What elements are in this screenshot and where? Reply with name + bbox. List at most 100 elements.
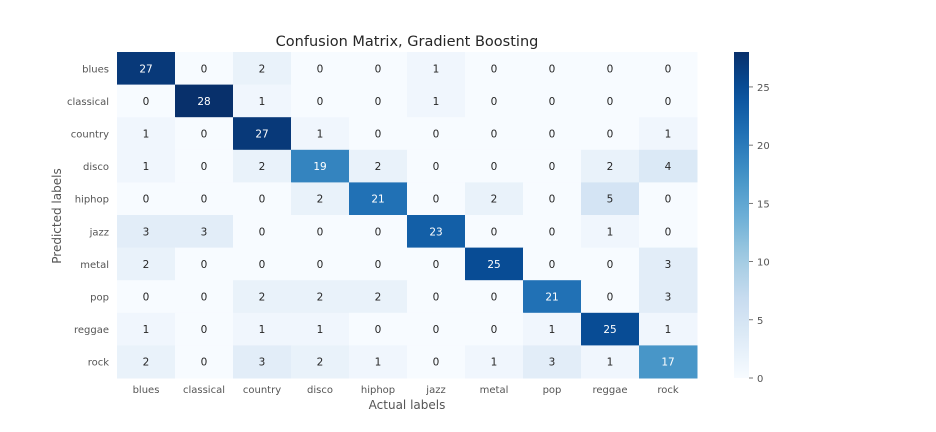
heatmap-cell: [581, 280, 640, 314]
cell-value-label: 21: [371, 194, 384, 206]
cell-value-label: 2: [317, 194, 324, 206]
heatmap-cell: [291, 182, 350, 216]
colorbar-tick-label: 0: [757, 374, 763, 385]
cell-value-label: 1: [665, 324, 672, 336]
heatmap-cell: [581, 312, 640, 346]
y-tick-label: country: [71, 130, 109, 141]
x-tick-label: rock: [657, 385, 679, 396]
colorbar-tick-label: 15: [757, 199, 770, 210]
heatmap-cell: [465, 247, 524, 281]
heatmap-cell: [465, 280, 524, 314]
heatmap-cell: [581, 84, 640, 118]
heatmap-cell: [639, 312, 698, 346]
heatmap-cell: [117, 84, 176, 118]
cell-value-label: 2: [317, 292, 324, 304]
y-tick-label: metal: [80, 260, 109, 271]
heatmap-cell: [233, 280, 292, 314]
heatmap-cell: [639, 182, 698, 216]
heatmap-cell: [639, 345, 698, 379]
cell-value-label: 1: [317, 129, 324, 141]
heatmap-cell: [117, 182, 176, 216]
x-tick-label: classical: [183, 385, 225, 396]
cell-value-label: 0: [201, 324, 208, 336]
cell-value-label: 0: [375, 259, 382, 271]
heatmap-cell: [523, 117, 582, 151]
heatmap-cell: [175, 117, 234, 151]
cell-value-label: 3: [549, 357, 556, 369]
cell-value-label: 0: [607, 129, 614, 141]
y-tick-label: blues: [82, 64, 109, 75]
cell-value-label: 0: [433, 357, 440, 369]
cell-value-label: 0: [143, 194, 150, 206]
cell-value-label: 1: [549, 324, 556, 336]
heatmap-cell: [233, 149, 292, 183]
cell-value-label: 1: [143, 161, 150, 173]
cell-value-label: 0: [375, 63, 382, 75]
y-axis-tick-labels: blues classical country disco hiphop jazz meta…: [67, 64, 109, 368]
y-tick-label: classical: [67, 97, 109, 108]
cell-value-label: 0: [317, 63, 324, 75]
cell-value-label: 21: [545, 292, 558, 304]
cell-value-label: 3: [259, 357, 266, 369]
heatmap-cell: [349, 149, 408, 183]
cell-value-label: 0: [491, 226, 498, 238]
y-tick-label: reggae: [74, 325, 109, 336]
cell-value-label: 2: [375, 292, 382, 304]
cell-value-label: 1: [665, 129, 672, 141]
cell-value-label: 0: [259, 259, 266, 271]
heatmap-cell: [117, 280, 176, 314]
cell-value-label: 0: [607, 63, 614, 75]
heatmap-cell: [407, 182, 466, 216]
cell-value-label: 25: [603, 324, 616, 336]
heatmap-cell: [639, 149, 698, 183]
heatmap-cell: [117, 247, 176, 281]
heatmap-cell: [291, 52, 350, 86]
cell-value-label: 1: [317, 324, 324, 336]
heatmap-cell: [117, 117, 176, 151]
heatmap-cell: [581, 117, 640, 151]
heatmap-cell: [523, 247, 582, 281]
cell-value-label: 0: [549, 63, 556, 75]
cell-value-label: 0: [433, 259, 440, 271]
cell-value-label: 2: [491, 194, 498, 206]
heatmap-cell: [407, 52, 466, 86]
heatmap-cell: [465, 345, 524, 379]
x-tick-label: country: [243, 385, 281, 396]
x-axis-label: Actual labels: [369, 398, 446, 412]
heatmap-cell: [291, 247, 350, 281]
heatmap-cell: [233, 84, 292, 118]
cell-value-label: 0: [433, 292, 440, 304]
cell-value-label: 0: [433, 194, 440, 206]
cell-value-label: 2: [375, 161, 382, 173]
cell-value-label: 0: [201, 292, 208, 304]
cell-value-label: 0: [549, 226, 556, 238]
cell-value-label: 0: [491, 63, 498, 75]
cell-value-label: 0: [491, 96, 498, 108]
cell-value-label: 0: [201, 259, 208, 271]
x-tick-label: blues: [133, 385, 160, 396]
heatmap-cell: [581, 345, 640, 379]
heatmap-cell: [407, 280, 466, 314]
cell-value-label: 0: [201, 194, 208, 206]
heatmap-cell: [233, 215, 292, 249]
cell-value-label: 0: [375, 226, 382, 238]
cell-value-label: 1: [259, 324, 266, 336]
chart-title: Confusion Matrix, Gradient Boosting: [276, 34, 539, 50]
cell-value-label: 0: [375, 96, 382, 108]
heatmap-cell: [639, 280, 698, 314]
cell-value-label: 19: [313, 161, 326, 173]
heatmap-cell: [465, 182, 524, 216]
cell-value-label: 28: [197, 96, 210, 108]
heatmap-cell: [175, 52, 234, 86]
cell-value-label: 3: [143, 226, 150, 238]
heatmap-cell: [233, 247, 292, 281]
cell-value-label: 3: [665, 292, 672, 304]
cell-value-label: 0: [665, 63, 672, 75]
cell-value-label: 2: [607, 161, 614, 173]
x-tick-label: disco: [307, 385, 333, 396]
heatmap-cell-labels: 27 0 2 0 0 1 0 0 0 0 0 28 1 0 0 1 0 0 0 0 1 0 27 1 0 0 0 0 0 1 1 0 2 19 2 0…: [139, 63, 674, 368]
heatmap-cell: [349, 247, 408, 281]
heatmap-cell: [175, 182, 234, 216]
x-tick-label: jazz: [425, 385, 445, 396]
